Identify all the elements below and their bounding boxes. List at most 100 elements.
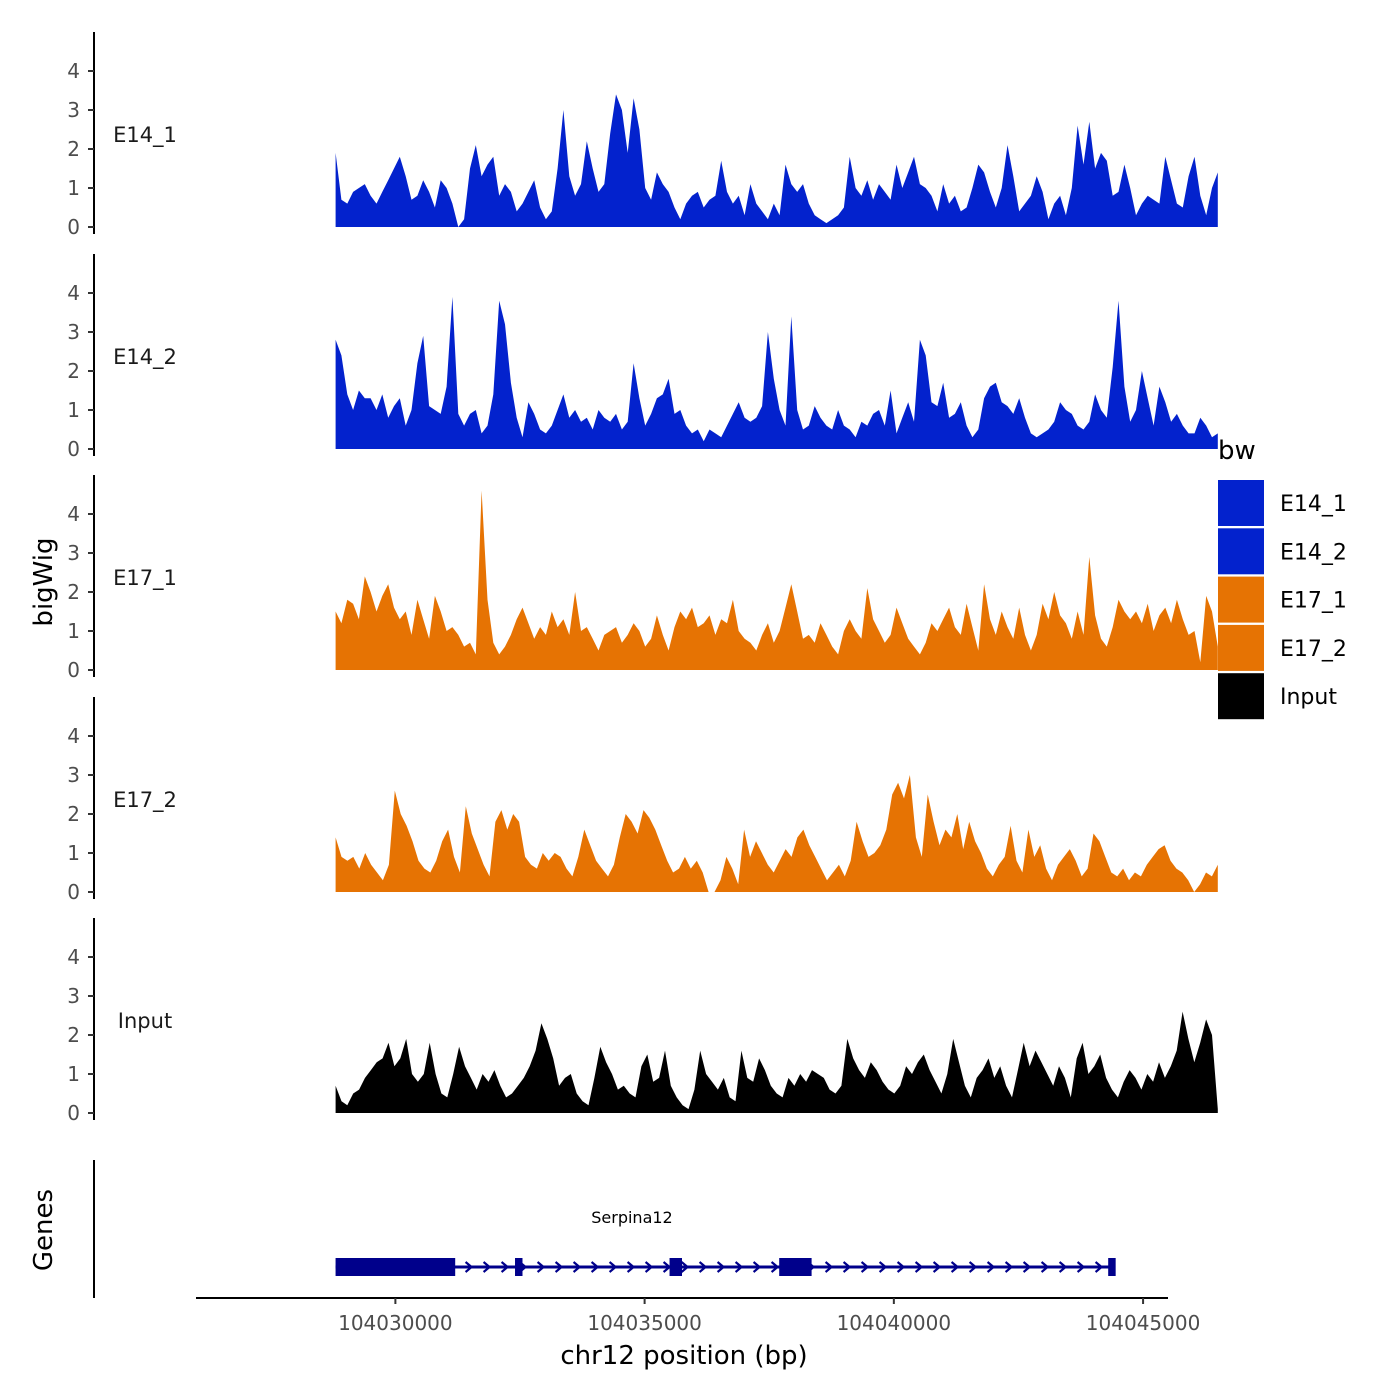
area-E14_1 [335,94,1218,228]
y-tick-label: 3 [67,984,80,1008]
y-tick-label: 1 [67,398,80,422]
strand-arrow [590,1261,600,1273]
legend-swatch-E17_2 [1218,624,1264,671]
strand-arrow [608,1261,618,1273]
strand-arrow [896,1261,906,1273]
strand-arrow [824,1261,834,1273]
y-tick-label: 2 [67,580,80,604]
strand-arrow [716,1261,726,1273]
gene-exon [515,1258,523,1276]
legend-label-E17_2: E17_2 [1280,637,1347,662]
y-tick-label: 3 [67,763,80,787]
gene-exon [1108,1258,1116,1276]
area-Input [335,1011,1218,1113]
strand-arrow [1022,1261,1032,1273]
strand-arrow [536,1261,546,1273]
strand-arrow [1094,1261,1104,1273]
legend-label-E17_1: E17_1 [1280,589,1347,614]
x-tick-label: 104030000 [338,1311,453,1335]
strand-arrow [734,1261,744,1273]
coverage-tracks: 0 1 2 3 4 E14_1 0 1 2 3 4 E14_2 0 1 2 3 4 E17_1 0 1 2 3 4 E17_2… [67,32,1218,1125]
y-tick-label: 2 [67,1023,80,1047]
x-tick-label: 104045000 [1086,1311,1201,1335]
gene-exon [335,1258,456,1276]
legend-swatch-Input [1218,673,1264,720]
legend: bw E14_1 E14_2 E17_1 E17_2 Input [1218,436,1347,720]
y-tick-label: 4 [67,281,80,305]
strand-arrow [1004,1261,1014,1273]
strand-arrow [842,1261,852,1273]
y-tick-label: 1 [67,619,80,643]
strand-arrow [626,1261,636,1273]
track-label: Input [118,1009,172,1033]
strand-arrow [968,1261,978,1273]
y-axis-title: bigWig [29,537,59,626]
strand-arrow [554,1261,564,1273]
gene-track: Serpina12 [93,1160,1116,1298]
strand-arrow [770,1261,780,1273]
strand-arrow [482,1261,492,1273]
strand-arrow [644,1261,654,1273]
strand-arrow [752,1261,762,1273]
gene-name-label: Serpina12 [591,1208,672,1227]
y-tick-label: 2 [67,359,80,383]
strand-arrow [1058,1261,1068,1273]
track-E17_1: 0 1 2 3 4 E17_1 [67,475,1218,682]
track-label: E17_1 [113,566,177,591]
legend-label-Input: Input [1280,685,1337,710]
y-tick-label: 4 [67,945,80,969]
gene-Serpina12: Serpina12 [335,1208,1116,1276]
x-axis-title: chr12 position (bp) [560,1341,807,1371]
track-E14_2: 0 1 2 3 4 E14_2 [67,254,1218,461]
y-tick-label: 0 [67,215,80,239]
track-label: E14_1 [113,123,177,148]
strand-arrow [932,1261,942,1273]
strand-arrow [698,1261,708,1273]
strand-arrow [914,1261,924,1273]
strand-arrow [878,1261,888,1273]
y-tick-label: 4 [67,59,80,83]
x-tick-label: 104035000 [587,1311,702,1335]
area-E17_2 [335,775,1218,892]
y-tick-label: 2 [67,137,80,161]
track-E14_1: 0 1 2 3 4 E14_1 [67,32,1218,239]
track-Input: 0 1 2 3 4 Input [67,918,1218,1125]
x-tick-label: 104040000 [837,1311,952,1335]
strand-arrow [500,1261,510,1273]
gene-exon [779,1258,812,1276]
legend-swatch-E17_1 [1218,576,1264,623]
y-tick-label: 1 [67,841,80,865]
y-tick-label: 0 [67,880,80,904]
strand-arrow [1040,1261,1050,1273]
strand-arrow [986,1261,996,1273]
gene-exon [669,1258,682,1276]
y-tick-label: 4 [67,724,80,748]
legend-label-E14_2: E14_2 [1280,540,1347,565]
y-tick-label: 3 [67,320,80,344]
track-E17_2: 0 1 2 3 4 E17_2 [67,697,1218,904]
strand-arrow [572,1261,582,1273]
y-tick-label: 3 [67,98,80,122]
y-tick-label: 1 [67,176,80,200]
genes-axis-title: Genes [29,1189,59,1271]
strand-arrow [464,1261,474,1273]
y-tick-label: 0 [67,1101,80,1125]
track-label: E14_2 [113,345,177,370]
strand-arrow [680,1261,690,1273]
legend-label-E14_1: E14_1 [1280,492,1347,517]
y-tick-label: 4 [67,502,80,526]
y-tick-label: 2 [67,802,80,826]
y-tick-label: 0 [67,658,80,682]
legend-title: bw [1218,436,1256,466]
strand-arrow [950,1261,960,1273]
y-tick-label: 1 [67,1062,80,1086]
y-tick-label: 3 [67,541,80,565]
legend-swatch-E14_2 [1218,528,1264,575]
area-E14_2 [335,296,1218,449]
y-tick-label: 0 [67,437,80,461]
area-E17_1 [335,490,1218,670]
legend-swatch-E14_1 [1218,480,1264,526]
strand-arrow [860,1261,870,1273]
track-label: E17_2 [113,788,177,813]
